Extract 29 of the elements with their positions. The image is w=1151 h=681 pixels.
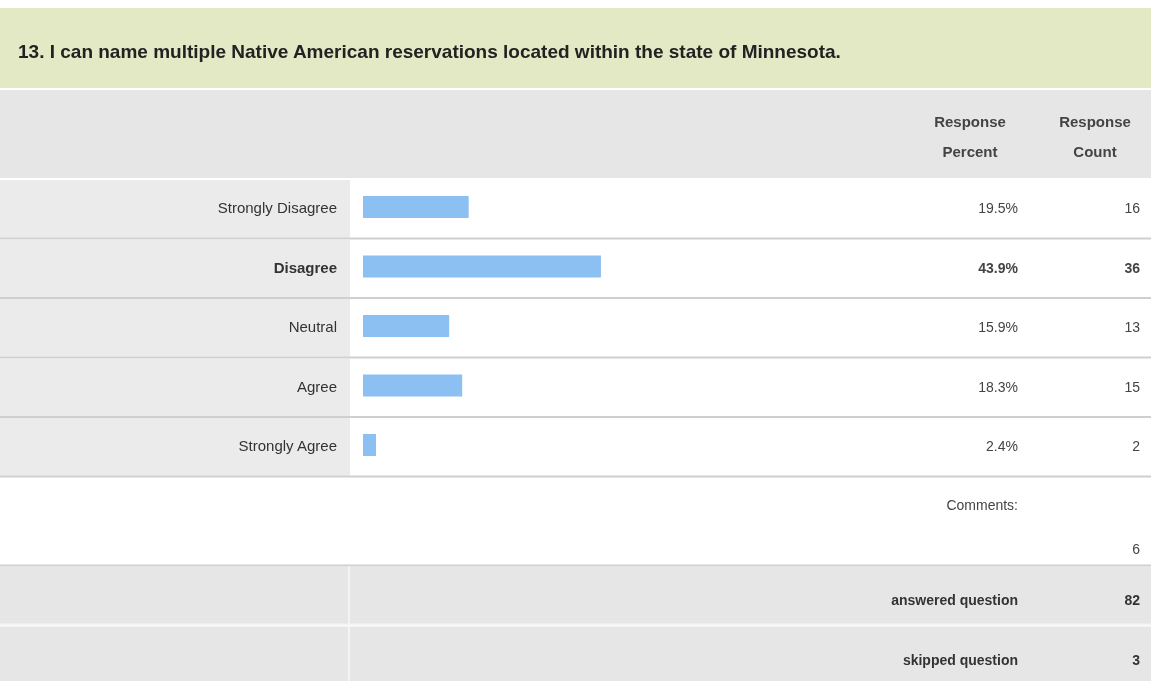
data-label: 19.5%	[978, 200, 1018, 216]
y-tick-label: Strongly Disagree	[217, 199, 337, 216]
y-tick-label: Strongly Agree	[238, 437, 337, 454]
data-label: 15.9%	[978, 319, 1018, 335]
y-tick-label: Neutral	[288, 318, 337, 335]
bar	[363, 255, 601, 278]
text: 82	[1124, 591, 1141, 608]
text: Response Count	[1059, 113, 1131, 160]
text: 13	[1124, 319, 1141, 335]
chart-title: 13. I can name multiple Native American reservations located within the state of Minnesota.	[18, 41, 841, 62]
data-label: 18.3%	[978, 378, 1018, 395]
text: 3	[1132, 651, 1141, 668]
text: 36	[1124, 259, 1141, 276]
text: skipped question	[902, 651, 1018, 668]
text: 6	[1132, 540, 1141, 557]
bar	[363, 374, 463, 397]
text: 16	[1124, 200, 1141, 216]
y-tick-label: Agree	[296, 377, 337, 395]
text: answered question	[891, 591, 1018, 608]
y-tick-label: Disagree	[273, 258, 337, 276]
data-label: 2.4%	[986, 438, 1018, 454]
bar	[363, 315, 450, 337]
text: 2	[1132, 438, 1141, 454]
bar	[363, 196, 469, 218]
bar	[363, 434, 377, 456]
data-label: 43.9%	[978, 259, 1019, 276]
text: Response Percent	[934, 113, 1006, 160]
text: Comments:	[946, 496, 1018, 513]
text: 15	[1124, 378, 1141, 395]
